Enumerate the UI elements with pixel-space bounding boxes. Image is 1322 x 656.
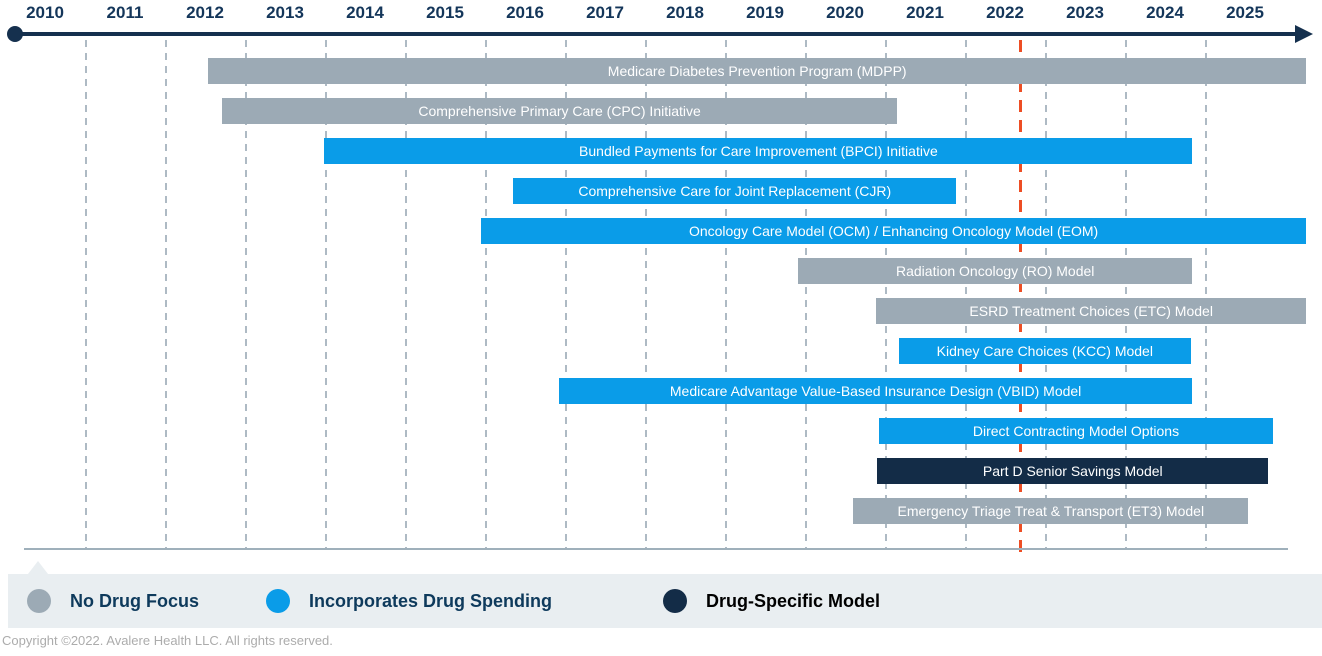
year-label: 2011 (106, 3, 144, 22)
year-gridline (645, 40, 647, 550)
timeline-bar: Medicare Diabetes Prevention Program (MD… (208, 58, 1306, 84)
axis-arrowhead-icon (1295, 25, 1313, 43)
timeline-bar: ESRD Treatment Choices (ETC) Model (876, 298, 1306, 324)
timeline-bar: Kidney Care Choices (KCC) Model (898, 338, 1191, 364)
year-gridline (565, 40, 567, 550)
year-label: 2014 (346, 3, 384, 22)
legend-item-label: Incorporates Drug Spending (309, 590, 553, 611)
legend-item-label: No Drug Focus (70, 590, 199, 611)
bar-label: Part D Senior Savings Model (982, 463, 1163, 479)
year-label: 2017 (586, 3, 624, 22)
year-gridline (405, 40, 407, 550)
no-drug-focus-dot-icon (27, 589, 51, 613)
year-label: 2015 (426, 3, 464, 22)
chart-baseline (24, 548, 1288, 550)
bar-label: Medicare Diabetes Prevention Program (MD… (607, 63, 907, 79)
legend-item-no-drug-focus: No Drug Focus (27, 574, 199, 628)
year-gridline (1125, 40, 1127, 550)
timeline-bar: Radiation Oncology (RO) Model (798, 258, 1193, 284)
timeline-bar: Oncology Care Model (OCM) / Enhancing On… (481, 218, 1306, 244)
bar-label: Emergency Triage Treat & Transport (ET3)… (897, 503, 1205, 519)
timeline-bar: Medicare Advantage Value-Based Insurance… (558, 378, 1193, 404)
year-gridline (485, 40, 487, 550)
year-label: 2012 (186, 3, 224, 22)
bar-label: Bundled Payments for Care Improvement (B… (579, 143, 938, 159)
bar-label: Medicare Advantage Value-Based Insurance… (669, 383, 1082, 399)
bar-label: Comprehensive Primary Care (CPC) Initiat… (418, 103, 701, 119)
bar-label: Oncology Care Model (OCM) / Enhancing On… (688, 223, 1099, 239)
year-gridline (885, 40, 887, 550)
timeline-axis-line (15, 32, 1297, 36)
year-gridline (965, 40, 967, 550)
year-gridline (1205, 40, 1207, 550)
year-gridline (165, 40, 167, 550)
year-label: 2024 (1146, 3, 1184, 22)
timeline-bar: Comprehensive Care for Joint Replacement… (513, 178, 957, 204)
timeline-bar: Comprehensive Primary Care (CPC) Initiat… (222, 98, 898, 124)
year-label: 2010 (26, 3, 64, 22)
year-label: 2025 (1226, 3, 1264, 22)
year-label: 2021 (906, 3, 944, 22)
year-gridline (725, 40, 727, 550)
year-gridline (245, 40, 247, 550)
bar-label: Kidney Care Choices (KCC) Model (936, 343, 1153, 359)
legend-notch-icon (28, 561, 48, 574)
year-label: 2018 (666, 3, 704, 22)
year-gridline (85, 40, 87, 550)
year-gridline (805, 40, 807, 550)
bar-label: Comprehensive Care for Joint Replacement… (578, 183, 892, 199)
drug-spending-dot-icon (266, 589, 290, 613)
year-label: 2016 (506, 3, 544, 22)
axis-origin-dot-icon (7, 26, 23, 42)
year-label: 2013 (266, 3, 304, 22)
bar-label: Radiation Oncology (RO) Model (895, 263, 1095, 279)
timeline-bar: Bundled Payments for Care Improvement (B… (324, 138, 1193, 164)
year-gridline (325, 40, 327, 550)
legend-item-drug-specific-model: Drug-Specific Model (663, 574, 880, 628)
year-label: 2020 (826, 3, 864, 22)
year-label: 2023 (1066, 3, 1104, 22)
bar-label: ESRD Treatment Choices (ETC) Model (969, 303, 1213, 319)
legend-item-label: Drug-Specific Model (706, 590, 881, 611)
bar-label: Direct Contracting Model Options (972, 423, 1180, 439)
timeline-bar: Emergency Triage Treat & Transport (ET3)… (853, 498, 1249, 524)
drug-specific-dot-icon (663, 589, 687, 613)
legend-item-incorporates-drug-spending: Incorporates Drug Spending (266, 574, 552, 628)
timeline-bar: Direct Contracting Model Options (878, 418, 1274, 444)
year-label: 2022 (986, 3, 1024, 22)
year-label: 2019 (746, 3, 784, 22)
year-gridline (1045, 40, 1047, 550)
timeline-bar: Part D Senior Savings Model (877, 458, 1269, 484)
copyright-text: Copyright ©2022. Avalere Health LLC. All… (2, 633, 333, 648)
